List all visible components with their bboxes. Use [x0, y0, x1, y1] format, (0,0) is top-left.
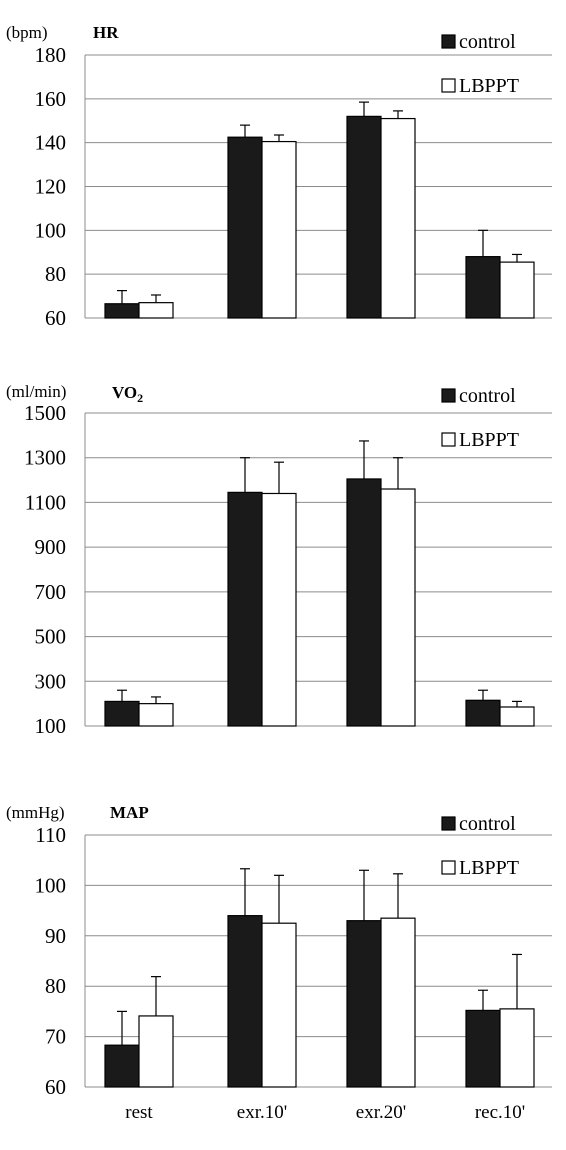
y-tick-label: 100	[35, 714, 67, 738]
bar	[499, 261, 535, 319]
legend-label: LBPPT	[459, 75, 519, 97]
bar	[465, 256, 501, 319]
bar	[261, 140, 297, 319]
legend-label: LBPPT	[459, 857, 519, 879]
legend-label: LBPPT	[459, 429, 519, 451]
x-tick-label: rest	[125, 1102, 153, 1123]
bar	[138, 1015, 174, 1088]
chart-title-subscript: 2	[137, 391, 143, 405]
y-unit-label: (mmHg)	[6, 803, 65, 822]
legend-label: control	[459, 31, 516, 53]
legend-label: control	[459, 385, 516, 407]
bar	[138, 302, 174, 319]
chart-title: HR	[93, 23, 119, 42]
bar	[104, 700, 140, 727]
y-tick-label: 900	[35, 535, 67, 559]
bar	[499, 706, 535, 727]
chart-panel: (mmHg) MAP 60 70 80 90 100 110 control LBPPT rest e…	[6, 803, 552, 1123]
y-tick-label: 100	[35, 218, 67, 242]
y-tick-label: 100	[35, 873, 67, 897]
chart-panel: (ml/min) VO2 100 300 500 700 900 1100 1300 1500 co…	[6, 382, 552, 738]
bar	[380, 917, 416, 1088]
bar	[227, 915, 263, 1088]
y-tick-label: 110	[35, 823, 66, 847]
bar	[346, 920, 382, 1088]
y-tick-label: 160	[35, 87, 67, 111]
bar	[261, 492, 297, 727]
chart-title: VO2	[112, 383, 143, 405]
bar	[380, 117, 416, 319]
y-tick-label: 80	[45, 974, 66, 998]
bar	[261, 922, 297, 1088]
y-tick-label: 120	[35, 175, 67, 199]
bar	[104, 1044, 140, 1088]
legend-label: control	[459, 813, 516, 835]
y-tick-label: 60	[45, 306, 66, 330]
y-unit-label: (bpm)	[6, 23, 48, 42]
bar	[104, 303, 140, 319]
y-tick-label: 60	[45, 1075, 66, 1099]
y-tick-label: 500	[35, 625, 67, 649]
y-tick-label: 700	[35, 580, 67, 604]
bar	[465, 699, 501, 727]
legend-swatch	[441, 860, 456, 875]
bar	[499, 1008, 535, 1088]
legend-swatch	[441, 388, 456, 403]
bar	[465, 1009, 501, 1088]
x-tick-label: exr.20'	[356, 1102, 406, 1123]
legend-swatch	[441, 816, 456, 831]
y-tick-label: 70	[45, 1025, 66, 1049]
bar	[346, 115, 382, 319]
y-tick-label: 140	[35, 131, 67, 155]
x-tick-label: exr.10'	[237, 1102, 287, 1123]
bar	[227, 491, 263, 727]
y-tick-label: 300	[35, 669, 67, 693]
y-tick-label: 1500	[24, 401, 66, 425]
legend-swatch	[441, 34, 456, 49]
y-tick-label: 1300	[24, 446, 66, 470]
y-tick-label: 1100	[25, 490, 66, 514]
bar	[346, 478, 382, 727]
chart-panel: (bpm) HR 60 80 100 120 140 160 180 control LBPPT	[6, 23, 552, 330]
chart-title: MAP	[110, 803, 149, 822]
y-tick-label: 180	[35, 43, 67, 67]
legend-swatch	[441, 432, 456, 447]
x-tick-label: rec.10'	[475, 1102, 525, 1123]
y-unit-label: (ml/min)	[6, 382, 66, 401]
bar	[380, 488, 416, 727]
bar	[138, 703, 174, 727]
legend-swatch	[441, 78, 456, 93]
y-tick-label: 80	[45, 262, 66, 286]
bar	[227, 136, 263, 319]
y-tick-label: 90	[45, 924, 66, 948]
